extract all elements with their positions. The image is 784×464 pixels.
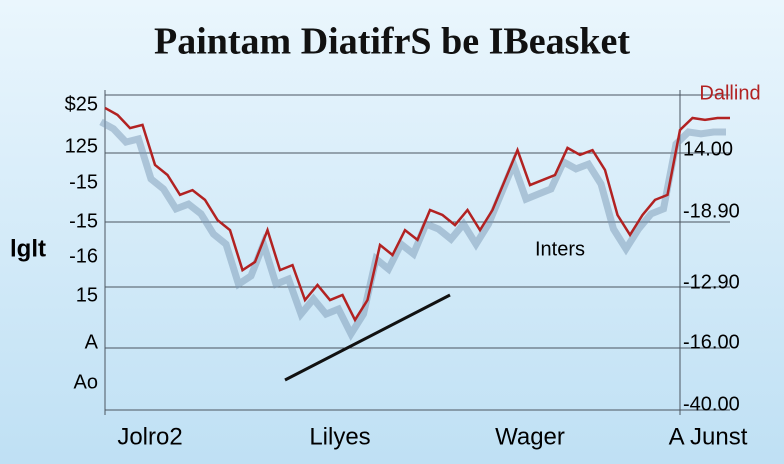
y-tick-label: 15 — [76, 284, 98, 306]
y-tick-label: -15 — [69, 210, 98, 232]
y2-tick-label: 14.00 — [683, 138, 733, 160]
y-tick-label: 125 — [65, 135, 98, 157]
y-tick-label: A — [85, 331, 99, 353]
legend-label: Dallind — [699, 82, 760, 104]
annotation: Inters — [535, 238, 585, 260]
y2-tick-label: -12.90 — [683, 271, 740, 293]
line — [104, 106, 730, 323]
y-tick-label: -16 — [69, 245, 98, 267]
y-tick-label: $25 — [65, 93, 98, 115]
x-tick-label: Lilyes — [309, 423, 370, 450]
y2-tick-label: -18.90 — [683, 200, 740, 222]
x-tick-label: Wager — [495, 423, 565, 450]
y-tick-label: -15 — [69, 171, 98, 193]
chart-title: Paintam DiatifrS be IBeasket — [154, 21, 630, 63]
y-axis-label: lglt — [10, 235, 46, 262]
y2-tick-label: -16.00 — [683, 331, 740, 353]
x-tick-label: Jolro2 — [117, 423, 182, 450]
y-tick-label: Ao — [74, 371, 98, 393]
x-tick-label: A Junst — [669, 423, 748, 450]
line-shadow — [99, 118, 726, 342]
y2-tick-label: -40.00 — [683, 393, 740, 415]
arrow — [284, 293, 451, 382]
